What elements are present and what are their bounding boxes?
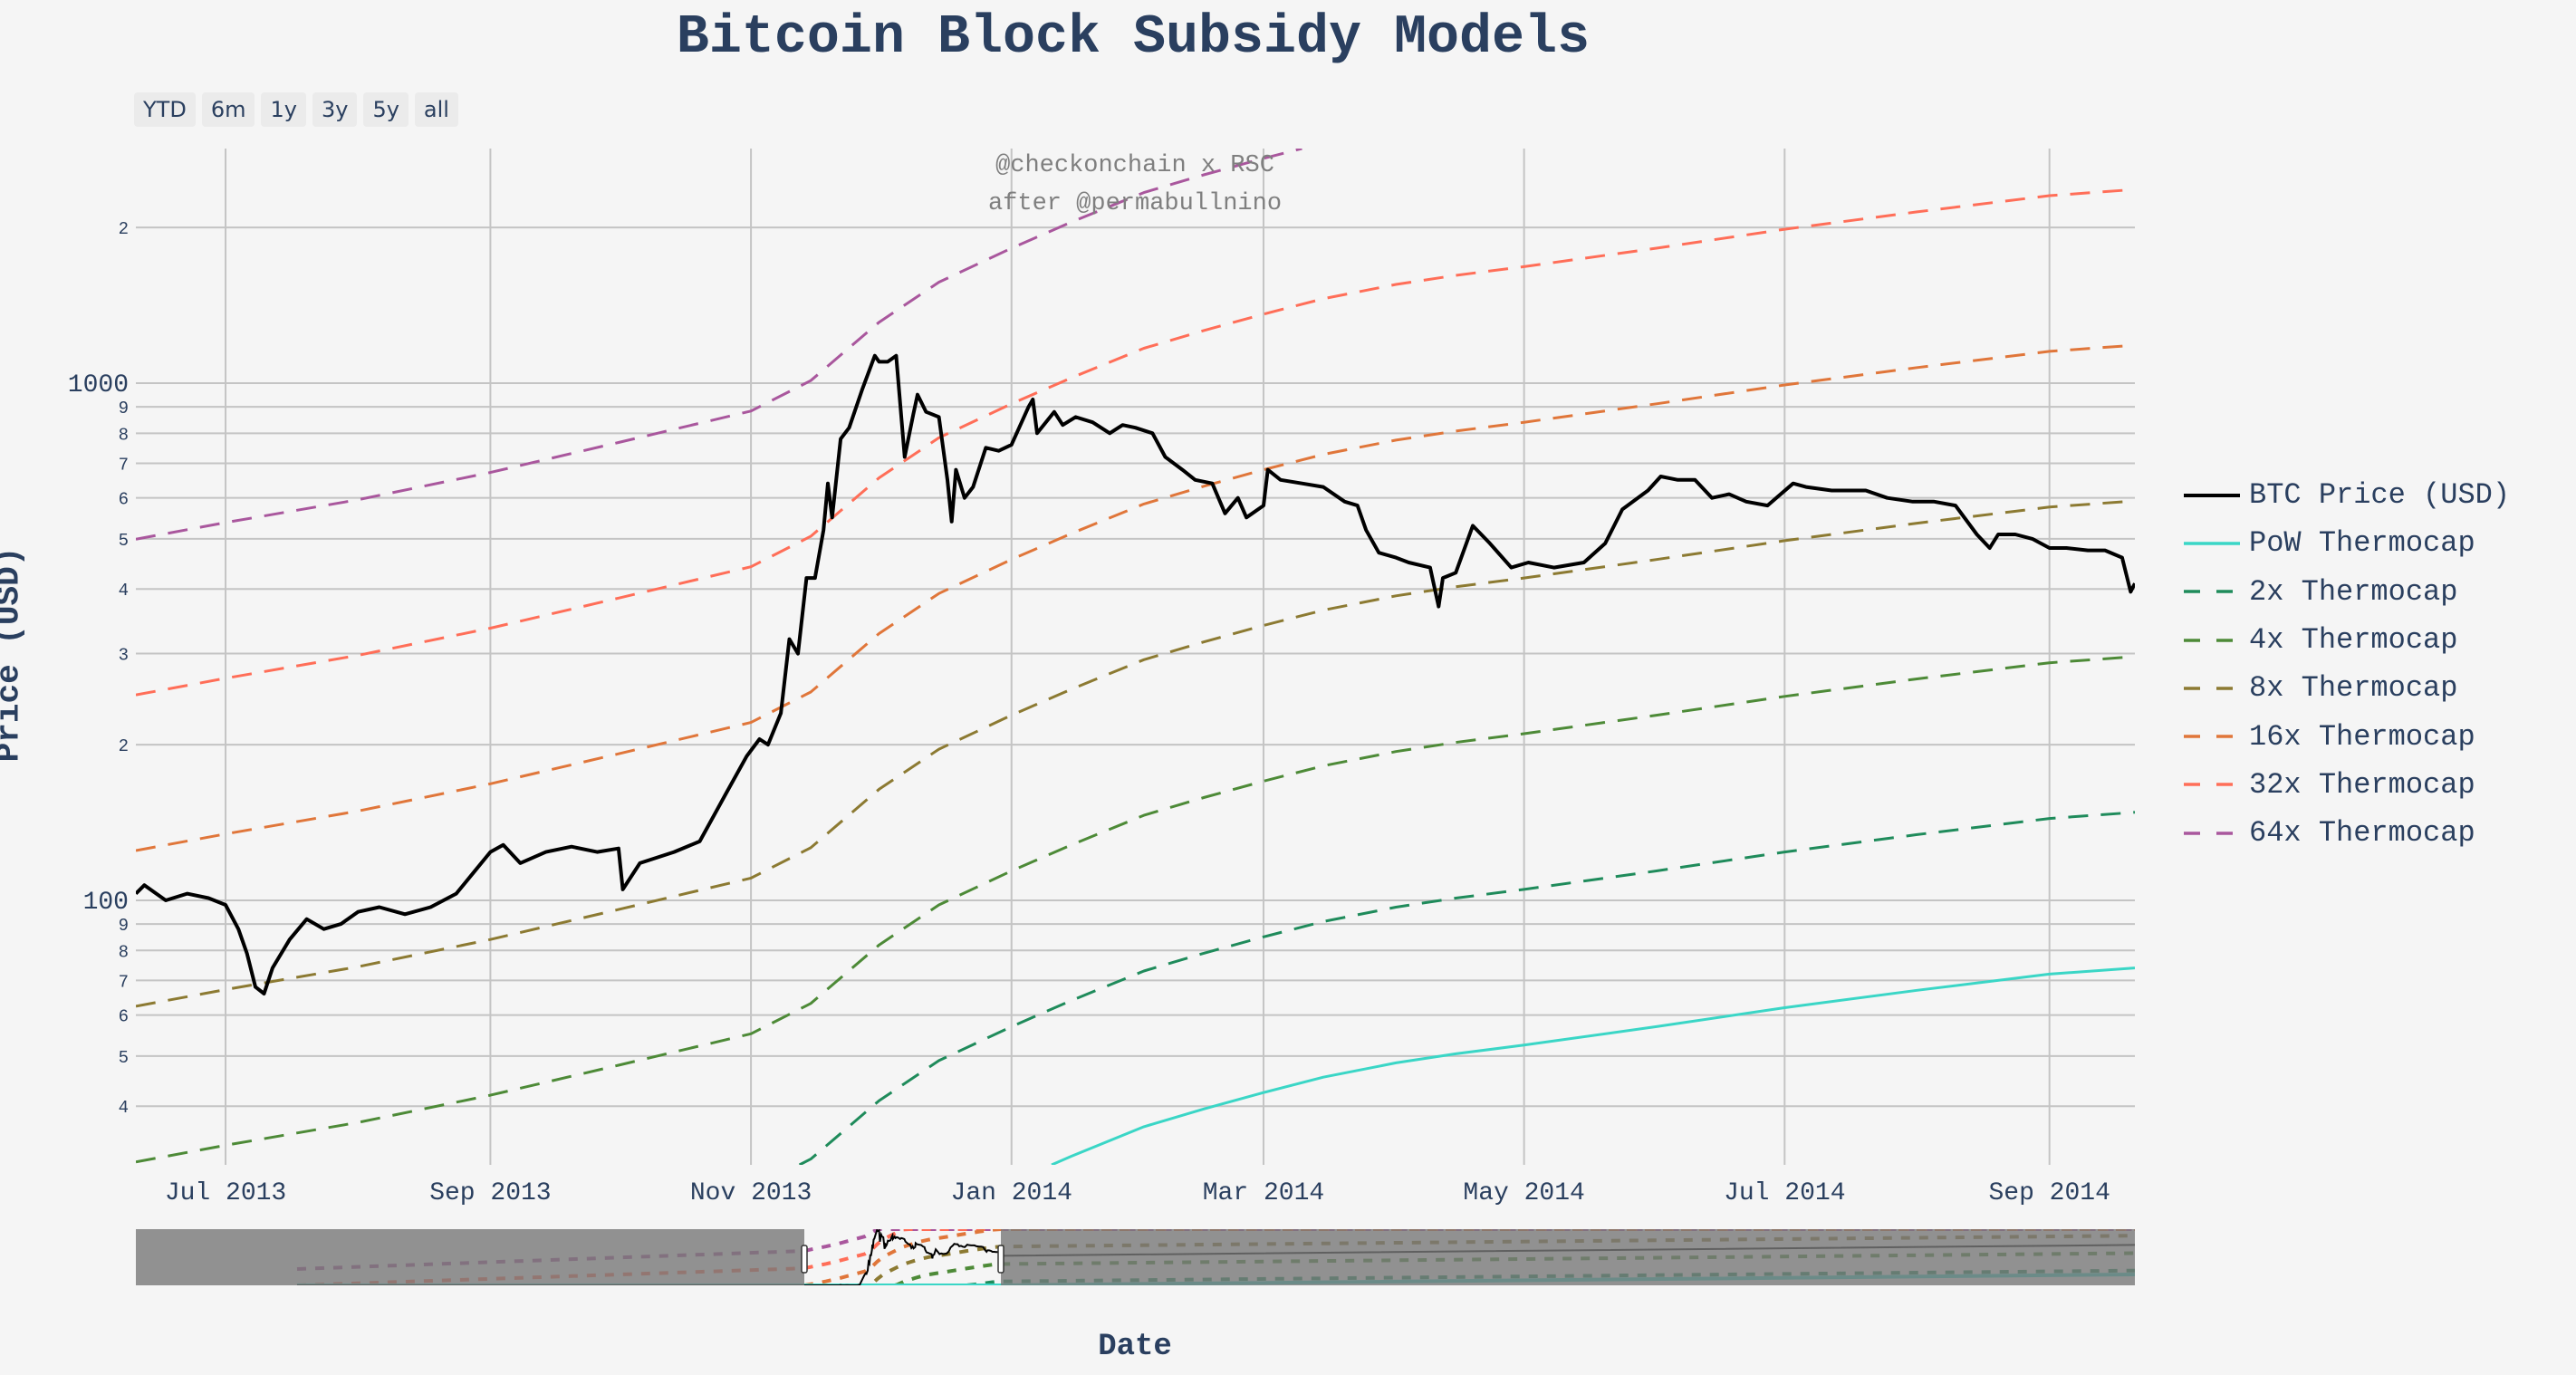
legend-label: 2x Thermocap [2249,574,2458,609]
x-tick-label: Nov 2013 [690,1179,812,1207]
legend-item[interactable]: 2x Thermocap [2184,568,2510,616]
x-tick-label: Jul 2014 [1724,1179,1845,1207]
x-tick-label: Sep 2014 [1988,1179,2110,1207]
chart-title: Bitcoin Block Subsidy Models [676,7,1591,69]
legend-swatch-icon [2184,687,2240,690]
legend-label: 16x Thermocap [2249,719,2475,754]
series-8x-thermocap[interactable] [136,499,2135,1008]
annotation-credit: @checkonchain x RSC [995,152,1274,179]
legend-swatch-icon [2184,493,2240,497]
y-tick-label: 2 [119,219,129,239]
legend-swatch-icon [2184,783,2240,787]
x-axis-ticks: Jul 2013 Sep 2013 Nov 2013 Jan 2014 Mar 2014… [165,1179,2110,1207]
y-tick-label: 9 [119,916,129,936]
y-tick-label: 6 [119,490,129,510]
legend-item[interactable]: BTC Price (USD) [2184,471,2510,519]
legend-label: 32x Thermocap [2249,767,2475,802]
legend-swatch-icon [2184,831,2240,835]
range-button-5y[interactable]: 5y [363,92,409,127]
legend-swatch-icon [2184,638,2240,642]
range-button-ytd[interactable]: YTD [134,92,196,127]
legend-item[interactable]: 16x Thermocap [2184,712,2510,760]
legend-item[interactable]: 32x Thermocap [2184,761,2510,809]
range-button-3y[interactable]: 3y [312,92,358,127]
plot-area[interactable] [136,149,2135,1165]
x-tick-label: Jan 2014 [951,1179,1072,1207]
range-button-all[interactable]: all [414,92,458,127]
legend-label: 64x Thermocap [2249,816,2475,851]
series-32x-thermocap[interactable] [136,188,2135,697]
y-tick-label: 5 [119,531,129,551]
x-tick-label: Jul 2013 [165,1179,286,1207]
y-tick-label: 6 [119,1007,129,1027]
annotation-after: after @permabullnino [987,190,1283,217]
legend-item[interactable]: 8x Thermocap [2184,664,2510,712]
range-slider-handle-right[interactable] [997,1245,1004,1274]
legend-label: PoW Thermocap [2249,526,2475,561]
legend-item[interactable]: 64x Thermocap [2184,809,2510,857]
series-16x-thermocap[interactable] [136,343,2135,852]
range-slider[interactable] [136,1229,2135,1285]
legend-item[interactable]: PoW Thermocap [2184,519,2510,567]
series-4x-thermocap[interactable] [136,655,2135,1164]
range-button-6m[interactable]: 6m [201,92,255,127]
y-tick-label: 7 [119,455,129,475]
range-button-1y[interactable]: 1y [261,92,306,127]
y-tick-label: 8 [119,425,129,445]
series-64x-thermocap[interactable] [136,149,1302,541]
legend-label: BTC Price (USD) [2249,478,2511,513]
y-tick-label: 4 [119,1098,129,1118]
y-tick-label: 7 [119,972,129,992]
x-tick-label: Sep 2013 [429,1179,551,1207]
x-axis-title: Date [1098,1330,1172,1364]
y-tick-label: 4 [119,581,129,601]
y-tick-label: 3 [119,646,129,666]
x-tick-label: May 2014 [1463,1179,1584,1207]
legend: BTC Price (USD) PoW Thermocap 2x Thermocap… [2184,471,2510,857]
range-selector: YTD 6m 1y 3y 5y all [134,92,458,127]
legend-item[interactable]: 4x Thermocap [2184,616,2510,664]
range-slider-series [297,1251,2135,1285]
grid [136,149,2135,1165]
range-slider-handle-left[interactable] [801,1245,808,1274]
x-tick-label: Mar 2014 [1203,1179,1324,1207]
range-slider-mask-left [136,1229,804,1285]
range-slider-series [297,1229,2135,1285]
y-tick-label: 2 [119,736,129,756]
legend-label: 4x Thermocap [2249,623,2458,658]
y-tick-label: 100 [83,889,129,917]
legend-swatch-icon [2184,542,2240,545]
series-pow-thermocap[interactable] [1051,966,2135,1165]
legend-swatch-icon [2184,735,2240,738]
range-slider-mask-right [1001,1229,2135,1285]
legend-swatch-icon [2184,590,2240,593]
legend-label: 8x Thermocap [2249,671,2458,706]
y-axis-title: Price (USD) [0,546,28,763]
range-slider-series [297,1234,2135,1285]
y-tick-label: 5 [119,1048,129,1068]
y-tick-label: 8 [119,942,129,962]
y-tick-label: 9 [119,399,129,418]
y-tick-label: 1000 [68,371,129,399]
series-btc-price-usd[interactable] [136,353,2135,995]
